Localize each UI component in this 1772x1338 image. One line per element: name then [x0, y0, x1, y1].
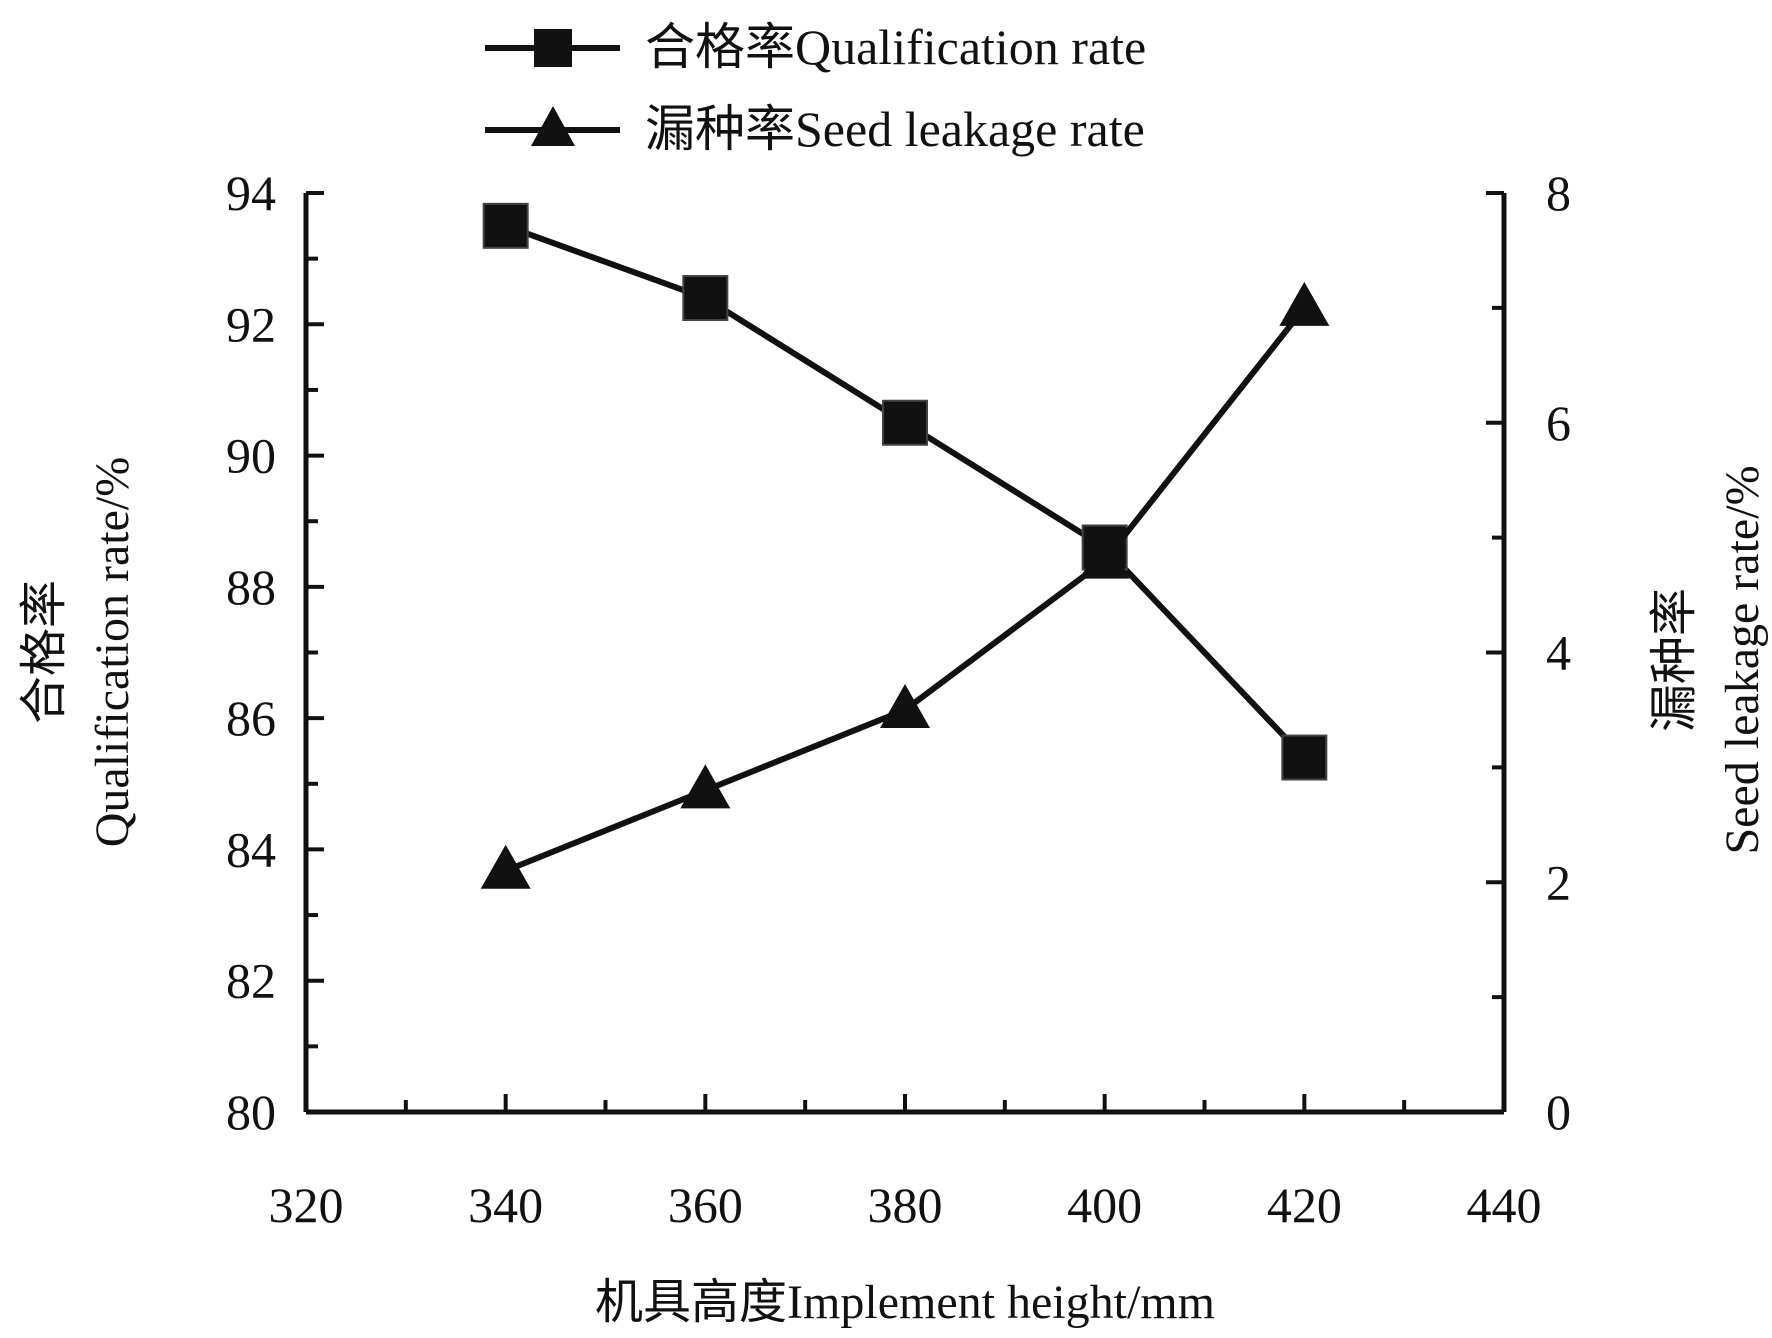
y-left-tick-label: 82 — [226, 953, 276, 1009]
x-tick-label: 420 — [1267, 1177, 1342, 1233]
axes: 320 340 360 380 400 420 4408082848688909294024… — [226, 165, 1571, 1233]
y-right-tick-label: 0 — [1546, 1084, 1571, 1140]
triangle-data-point — [680, 764, 731, 809]
y-left-tick-label: 90 — [226, 428, 276, 484]
x-tick-label: 340 — [468, 1177, 543, 1233]
y-right-axis-label-en: Seed leakage rate/% — [1716, 465, 1769, 854]
legend-item-leakage: 漏种率Seed leakage rate — [485, 101, 1145, 157]
series-layer — [480, 202, 1330, 889]
y-right-axis-label-cn: 漏种率 — [1648, 588, 1701, 732]
square-data-point — [882, 399, 928, 446]
square-data-point — [1281, 734, 1328, 781]
y-left-axis-label-cn: 合格率 — [18, 580, 71, 724]
y-left-axis-label-en: Qualification rate/% — [86, 457, 139, 848]
square-data-point — [682, 275, 729, 322]
x-tick-label: 380 — [868, 1177, 943, 1233]
triangle-marker-icon — [531, 106, 575, 146]
square-data-point — [482, 202, 529, 249]
series-line-qualification — [504, 223, 1307, 760]
y-left-tick-label: 88 — [226, 559, 276, 615]
x-tick-label: 400 — [1067, 1177, 1142, 1233]
y-right-tick-label: 4 — [1546, 625, 1571, 681]
x-axis-label: 机具高度Implement height/mm — [595, 1276, 1215, 1329]
legend-label-leakage: 漏种率Seed leakage rate — [645, 101, 1145, 157]
y-left-tick-label: 80 — [226, 1084, 276, 1140]
x-tick-label: 320 — [269, 1177, 344, 1233]
triangle-data-point — [880, 683, 930, 728]
triangle-data-point — [1079, 534, 1130, 579]
triangle-data-point — [1279, 281, 1330, 326]
x-tick-label: 440 — [1467, 1177, 1542, 1233]
y-right-tick-label: 8 — [1546, 165, 1571, 221]
legend-label-qualification: 合格率Qualification rate — [645, 19, 1146, 75]
y-left-tick-label: 84 — [226, 821, 276, 877]
triangle-data-point — [480, 844, 531, 889]
square-marker-icon — [534, 29, 572, 67]
legend-item-qualification: 合格率Qualification rate — [485, 19, 1146, 75]
y-right-tick-label: 6 — [1546, 395, 1571, 451]
y-right-tick-label: 2 — [1546, 854, 1571, 910]
y-left-tick-label: 94 — [226, 165, 276, 221]
x-tick-label: 360 — [668, 1177, 743, 1233]
legend: 合格率Qualification rate 漏种率Seed leakage ra… — [485, 19, 1146, 157]
series-line-leakage — [504, 306, 1307, 874]
y-left-tick-label: 92 — [226, 296, 276, 352]
y-left-tick-label: 86 — [226, 690, 276, 746]
